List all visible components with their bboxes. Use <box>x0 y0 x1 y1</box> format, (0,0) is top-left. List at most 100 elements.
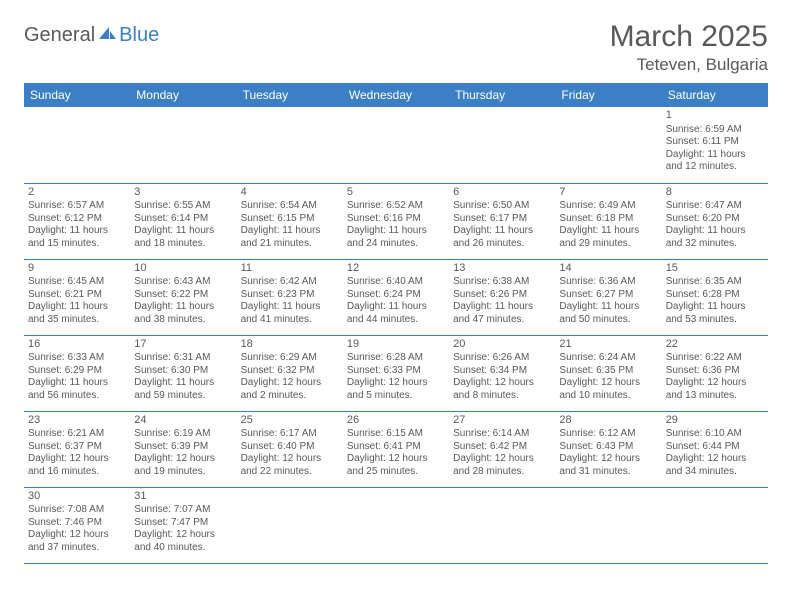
daylight-line: Daylight: 12 hours and 25 minutes. <box>347 453 445 478</box>
sunset-line: Sunset: 6:33 PM <box>347 365 445 378</box>
day-number: 12 <box>347 262 445 276</box>
calendar-cell: 8Sunrise: 6:47 AMSunset: 6:20 PMDaylight… <box>662 183 768 259</box>
day-number: 18 <box>241 338 339 352</box>
calendar-table: SundayMondayTuesdayWednesdayThursdayFrid… <box>24 83 768 564</box>
calendar-cell: 7Sunrise: 6:49 AMSunset: 6:18 PMDaylight… <box>555 183 661 259</box>
calendar-cell: 22Sunrise: 6:22 AMSunset: 6:36 PMDayligh… <box>662 335 768 411</box>
daylight-line: Daylight: 11 hours and 32 minutes. <box>666 225 764 250</box>
calendar-cell <box>24 107 130 183</box>
sunrise-line: Sunrise: 6:24 AM <box>559 352 657 365</box>
daylight-line: Daylight: 12 hours and 19 minutes. <box>134 453 232 478</box>
logo-sail-icon <box>99 26 117 40</box>
sunset-line: Sunset: 6:18 PM <box>559 213 657 226</box>
sunrise-line: Sunrise: 6:29 AM <box>241 352 339 365</box>
sunrise-line: Sunrise: 6:47 AM <box>666 200 764 213</box>
sunset-line: Sunset: 6:41 PM <box>347 441 445 454</box>
calendar-cell: 28Sunrise: 6:12 AMSunset: 6:43 PMDayligh… <box>555 411 661 487</box>
daylight-line: Daylight: 12 hours and 10 minutes. <box>559 377 657 402</box>
calendar-cell: 17Sunrise: 6:31 AMSunset: 6:30 PMDayligh… <box>130 335 236 411</box>
calendar-cell <box>555 487 661 563</box>
day-number: 13 <box>453 262 551 276</box>
day-number: 27 <box>453 414 551 428</box>
calendar-cell: 30Sunrise: 7:08 AMSunset: 7:46 PMDayligh… <box>24 487 130 563</box>
calendar-cell: 1Sunrise: 6:59 AMSunset: 6:11 PMDaylight… <box>662 107 768 183</box>
day-number: 28 <box>559 414 657 428</box>
day-number: 17 <box>134 338 232 352</box>
sunrise-line: Sunrise: 6:36 AM <box>559 276 657 289</box>
weekday-header: Wednesday <box>343 83 449 107</box>
daylight-line: Daylight: 11 hours and 56 minutes. <box>28 377 126 402</box>
sunrise-line: Sunrise: 6:35 AM <box>666 276 764 289</box>
daylight-line: Daylight: 12 hours and 5 minutes. <box>347 377 445 402</box>
day-number: 4 <box>241 186 339 200</box>
day-number: 25 <box>241 414 339 428</box>
daylight-line: Daylight: 11 hours and 38 minutes. <box>134 301 232 326</box>
sunrise-line: Sunrise: 6:40 AM <box>347 276 445 289</box>
sunrise-line: Sunrise: 7:08 AM <box>28 504 126 517</box>
calendar-row: 30Sunrise: 7:08 AMSunset: 7:46 PMDayligh… <box>24 487 768 563</box>
daylight-line: Daylight: 12 hours and 2 minutes. <box>241 377 339 402</box>
sunrise-line: Sunrise: 6:43 AM <box>134 276 232 289</box>
daylight-line: Daylight: 11 hours and 29 minutes. <box>559 225 657 250</box>
sunrise-line: Sunrise: 6:49 AM <box>559 200 657 213</box>
sunset-line: Sunset: 6:16 PM <box>347 213 445 226</box>
sunrise-line: Sunrise: 6:55 AM <box>134 200 232 213</box>
sunset-line: Sunset: 6:44 PM <box>666 441 764 454</box>
day-number: 5 <box>347 186 445 200</box>
daylight-line: Daylight: 12 hours and 8 minutes. <box>453 377 551 402</box>
day-number: 19 <box>347 338 445 352</box>
sunset-line: Sunset: 6:12 PM <box>28 213 126 226</box>
calendar-cell: 29Sunrise: 6:10 AMSunset: 6:44 PMDayligh… <box>662 411 768 487</box>
calendar-cell <box>237 487 343 563</box>
day-number: 14 <box>559 262 657 276</box>
sunset-line: Sunset: 6:22 PM <box>134 289 232 302</box>
sunrise-line: Sunrise: 6:42 AM <box>241 276 339 289</box>
calendar-cell: 19Sunrise: 6:28 AMSunset: 6:33 PMDayligh… <box>343 335 449 411</box>
calendar-cell: 18Sunrise: 6:29 AMSunset: 6:32 PMDayligh… <box>237 335 343 411</box>
day-number: 8 <box>666 186 764 200</box>
daylight-line: Daylight: 11 hours and 21 minutes. <box>241 225 339 250</box>
sunset-line: Sunset: 6:26 PM <box>453 289 551 302</box>
sunset-line: Sunset: 6:34 PM <box>453 365 551 378</box>
sunrise-line: Sunrise: 6:52 AM <box>347 200 445 213</box>
weekday-header: Monday <box>130 83 236 107</box>
calendar-cell <box>449 487 555 563</box>
day-number: 26 <box>347 414 445 428</box>
daylight-line: Daylight: 11 hours and 24 minutes. <box>347 225 445 250</box>
sunset-line: Sunset: 6:27 PM <box>559 289 657 302</box>
sunset-line: Sunset: 6:37 PM <box>28 441 126 454</box>
daylight-line: Daylight: 11 hours and 44 minutes. <box>347 301 445 326</box>
calendar-cell: 3Sunrise: 6:55 AMSunset: 6:14 PMDaylight… <box>130 183 236 259</box>
sunset-line: Sunset: 6:29 PM <box>28 365 126 378</box>
calendar-cell <box>343 487 449 563</box>
calendar-cell <box>449 107 555 183</box>
sunset-line: Sunset: 6:35 PM <box>559 365 657 378</box>
title-block: March 2025 Teteven, Bulgaria <box>610 20 768 75</box>
daylight-line: Daylight: 11 hours and 47 minutes. <box>453 301 551 326</box>
calendar-row: 23Sunrise: 6:21 AMSunset: 6:37 PMDayligh… <box>24 411 768 487</box>
day-number: 15 <box>666 262 764 276</box>
calendar-cell: 5Sunrise: 6:52 AMSunset: 6:16 PMDaylight… <box>343 183 449 259</box>
daylight-line: Daylight: 12 hours and 16 minutes. <box>28 453 126 478</box>
calendar-cell: 21Sunrise: 6:24 AMSunset: 6:35 PMDayligh… <box>555 335 661 411</box>
calendar-cell: 23Sunrise: 6:21 AMSunset: 6:37 PMDayligh… <box>24 411 130 487</box>
calendar-cell <box>662 487 768 563</box>
daylight-line: Daylight: 11 hours and 41 minutes. <box>241 301 339 326</box>
calendar-cell: 9Sunrise: 6:45 AMSunset: 6:21 PMDaylight… <box>24 259 130 335</box>
sunset-line: Sunset: 7:47 PM <box>134 517 232 530</box>
sunrise-line: Sunrise: 6:12 AM <box>559 428 657 441</box>
sunrise-line: Sunrise: 6:22 AM <box>666 352 764 365</box>
day-number: 9 <box>28 262 126 276</box>
sunset-line: Sunset: 7:46 PM <box>28 517 126 530</box>
calendar-body: 1Sunrise: 6:59 AMSunset: 6:11 PMDaylight… <box>24 107 768 563</box>
sunrise-line: Sunrise: 6:31 AM <box>134 352 232 365</box>
sunrise-line: Sunrise: 6:38 AM <box>453 276 551 289</box>
sunrise-line: Sunrise: 6:50 AM <box>453 200 551 213</box>
calendar-cell: 25Sunrise: 6:17 AMSunset: 6:40 PMDayligh… <box>237 411 343 487</box>
sunrise-line: Sunrise: 6:19 AM <box>134 428 232 441</box>
sunset-line: Sunset: 6:21 PM <box>28 289 126 302</box>
daylight-line: Daylight: 12 hours and 22 minutes. <box>241 453 339 478</box>
day-number: 31 <box>134 490 232 504</box>
calendar-cell: 15Sunrise: 6:35 AMSunset: 6:28 PMDayligh… <box>662 259 768 335</box>
sunrise-line: Sunrise: 6:33 AM <box>28 352 126 365</box>
